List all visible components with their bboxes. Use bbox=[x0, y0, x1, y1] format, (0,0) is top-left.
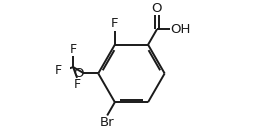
Text: F: F bbox=[73, 78, 81, 91]
Text: F: F bbox=[55, 64, 62, 78]
Text: O: O bbox=[73, 67, 84, 80]
Text: O: O bbox=[152, 2, 162, 14]
Text: OH: OH bbox=[170, 23, 191, 36]
Text: Br: Br bbox=[100, 116, 114, 129]
Text: F: F bbox=[111, 17, 119, 30]
Text: F: F bbox=[70, 43, 77, 56]
